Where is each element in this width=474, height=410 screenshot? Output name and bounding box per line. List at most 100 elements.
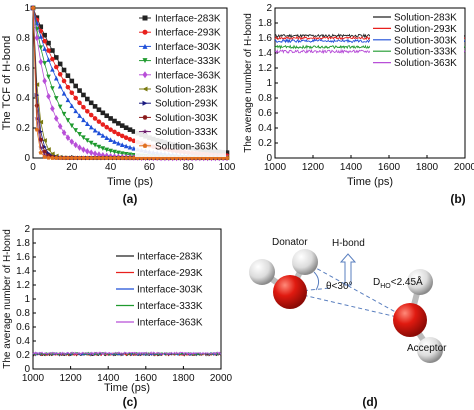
data-point bbox=[96, 144, 102, 150]
data-point bbox=[81, 146, 86, 153]
data-point bbox=[42, 46, 47, 51]
data-point bbox=[57, 104, 63, 110]
data-point bbox=[142, 71, 148, 79]
data-point bbox=[42, 154, 47, 159]
data-point bbox=[69, 90, 75, 96]
panel-b-x-ticks: 1000 1200 1400 1600 1800 2000 bbox=[264, 155, 474, 173]
data-point bbox=[42, 61, 47, 66]
legend-background bbox=[135, 11, 226, 157]
data-point bbox=[46, 48, 51, 53]
y-tick-label: 1.2 bbox=[16, 280, 30, 291]
data-point bbox=[69, 78, 75, 84]
data-point bbox=[88, 140, 94, 146]
data-point bbox=[77, 155, 82, 160]
data-point bbox=[88, 100, 94, 106]
legend-label: Solution-293K bbox=[155, 99, 218, 110]
data-point bbox=[85, 155, 90, 160]
data-point bbox=[73, 141, 78, 149]
data-point bbox=[61, 155, 67, 160]
legend-label: Solution-283K bbox=[155, 85, 218, 96]
data-point bbox=[142, 15, 148, 21]
legend-background bbox=[113, 249, 220, 336]
data-point bbox=[112, 155, 117, 160]
x-tick-label: 1800 bbox=[172, 373, 195, 384]
y-tick-label: 1 bbox=[24, 3, 30, 14]
data-point bbox=[50, 56, 55, 62]
data-point bbox=[112, 149, 117, 155]
y-tick-label: 1.2 bbox=[258, 63, 272, 74]
y-tick-label: 0 bbox=[266, 153, 272, 164]
data-point bbox=[50, 67, 55, 72]
angle-label: θ<30° bbox=[326, 281, 353, 292]
y-tick-label: 0.6 bbox=[16, 322, 30, 333]
data-point bbox=[53, 115, 59, 122]
x-tick-label: 1200 bbox=[302, 162, 325, 173]
data-point bbox=[57, 83, 63, 89]
data-point bbox=[127, 155, 133, 160]
data-point bbox=[77, 100, 82, 106]
legend-label: Solution-283K bbox=[394, 13, 457, 24]
data-point bbox=[46, 57, 51, 62]
x-tick-label: 2000 bbox=[454, 162, 474, 173]
data-point bbox=[104, 155, 109, 160]
data-point bbox=[65, 97, 71, 103]
y-tick-label: 0.6 bbox=[258, 108, 272, 119]
data-point bbox=[96, 155, 102, 160]
data-point bbox=[46, 93, 51, 100]
data-point bbox=[88, 124, 94, 130]
data-point bbox=[73, 83, 78, 89]
x-tick-label: 40 bbox=[105, 162, 117, 173]
data-point bbox=[77, 132, 82, 137]
legend-label: Interface-363K bbox=[155, 70, 221, 81]
data-point bbox=[53, 55, 59, 60]
data-point bbox=[119, 142, 125, 147]
panel-b-legend: Solution-283KSolution-293KSolution-303KS… bbox=[370, 10, 464, 71]
y-tick-label: 1.6 bbox=[16, 252, 30, 263]
data-point bbox=[85, 108, 90, 114]
data-point bbox=[127, 127, 133, 132]
data-point bbox=[116, 131, 121, 137]
panel-c-y-axis-label: The average number of H-bond bbox=[2, 229, 13, 369]
data-point bbox=[50, 86, 55, 91]
y-tick-label: 2 bbox=[266, 3, 272, 14]
panel-b-x-axis-label: Time (ps) bbox=[347, 176, 393, 188]
y-tick-label: 0.4 bbox=[258, 123, 272, 134]
x-tick-label: 20 bbox=[66, 162, 78, 173]
data-point bbox=[30, 5, 36, 10]
panel-a-x-axis-label: Time (ps) bbox=[107, 176, 153, 188]
data-point bbox=[53, 75, 59, 81]
data-point bbox=[65, 84, 71, 90]
data-point bbox=[53, 64, 59, 70]
panel-a-y-axis-label: The TCF of H-bond bbox=[1, 36, 13, 131]
data-point bbox=[57, 155, 63, 160]
panel-d-tag: (d) bbox=[362, 395, 377, 409]
data-point bbox=[92, 127, 98, 133]
data-point bbox=[116, 155, 121, 160]
x-tick-label: 1000 bbox=[264, 162, 287, 173]
data-point bbox=[119, 151, 125, 156]
data-point bbox=[46, 147, 51, 152]
acceptor-label: Acceptor bbox=[407, 343, 447, 354]
y-tick-label: 0.8 bbox=[16, 308, 30, 319]
data-point bbox=[50, 151, 55, 157]
y-tick-label: 0.8 bbox=[258, 93, 272, 104]
data-point bbox=[50, 155, 55, 160]
legend-label: Interface-303K bbox=[155, 42, 221, 53]
data-point bbox=[112, 129, 117, 135]
data-point bbox=[92, 150, 98, 158]
data-point bbox=[46, 155, 51, 160]
data-point bbox=[104, 135, 110, 140]
data-point bbox=[108, 116, 113, 121]
data-point bbox=[119, 133, 125, 139]
data-point bbox=[81, 92, 86, 98]
panel-a-y-ticks: 0 0.2 0.4 0.6 0.8 1 bbox=[16, 3, 36, 164]
acceptor-hydrogen-up bbox=[407, 269, 433, 295]
data-point bbox=[112, 118, 117, 124]
data-point bbox=[116, 140, 121, 146]
panel-c-tag: (c) bbox=[123, 395, 138, 409]
data-point bbox=[142, 29, 148, 35]
panel-c-x-ticks: 1000 1200 1400 1600 1800 2000 bbox=[22, 366, 233, 384]
panel-c-series bbox=[32, 351, 222, 357]
x-tick-label: 1400 bbox=[97, 373, 120, 384]
data-point bbox=[38, 145, 44, 150]
